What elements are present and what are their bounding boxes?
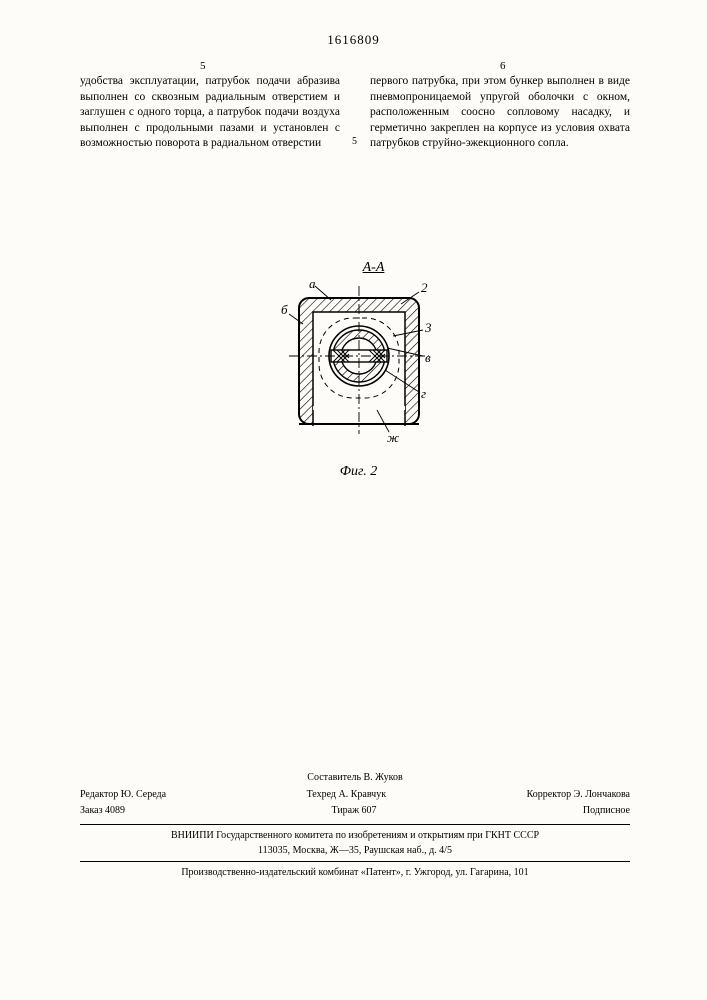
footer-org3: Производственно-издательский комбинат «П… [80,865,630,880]
footer-order: Заказ 4089 [80,803,125,818]
label-b: б [281,302,288,317]
column-number-left: 5 [200,60,206,72]
figure-caption: Фиг. 2 [10,464,707,480]
footer-compiler: Составитель В. Жуков [80,770,630,785]
column-number-right: 6 [500,60,506,72]
footer-subscription: Подписное [583,803,630,818]
column-right: первого патрубка, при этом бункер выполн… [370,74,630,152]
label-v: в [425,350,431,365]
label-2: 2 [421,280,428,295]
label-3: 3 [424,320,432,335]
footer-org2: 113035, Москва, Ж—35, Раушская наб., д. … [80,843,630,858]
footer-corrector: Корректор Э. Лончакова [527,787,630,802]
footer-block: Составитель В. Жуков Редактор Ю. Середа … [80,770,630,880]
label-zh: ж [387,430,399,445]
figure-diagram: а б 2 3 в г ж [259,280,449,460]
footer-editor: Редактор Ю. Середа [80,787,166,802]
section-label: А-А [40,260,707,276]
label-a: а [309,280,316,291]
patent-number: 1616809 [0,32,707,48]
footer-techred: Техред А. Кравчук [307,787,387,802]
footer-divider-2 [80,861,630,862]
footer-tirage: Тираж 607 [331,803,376,818]
line-number-marker: 5 [352,136,357,147]
column-left: удобства эксплуатации, патрубок подачи а… [80,74,340,152]
figure-container: А-А [0,260,707,480]
label-g: г [421,386,426,401]
patent-page: 1616809 5 6 удобства эксплуатации, патру… [0,0,707,1000]
footer-org1: ВНИИПИ Государственного комитета по изоб… [80,828,630,843]
footer-divider [80,824,630,825]
